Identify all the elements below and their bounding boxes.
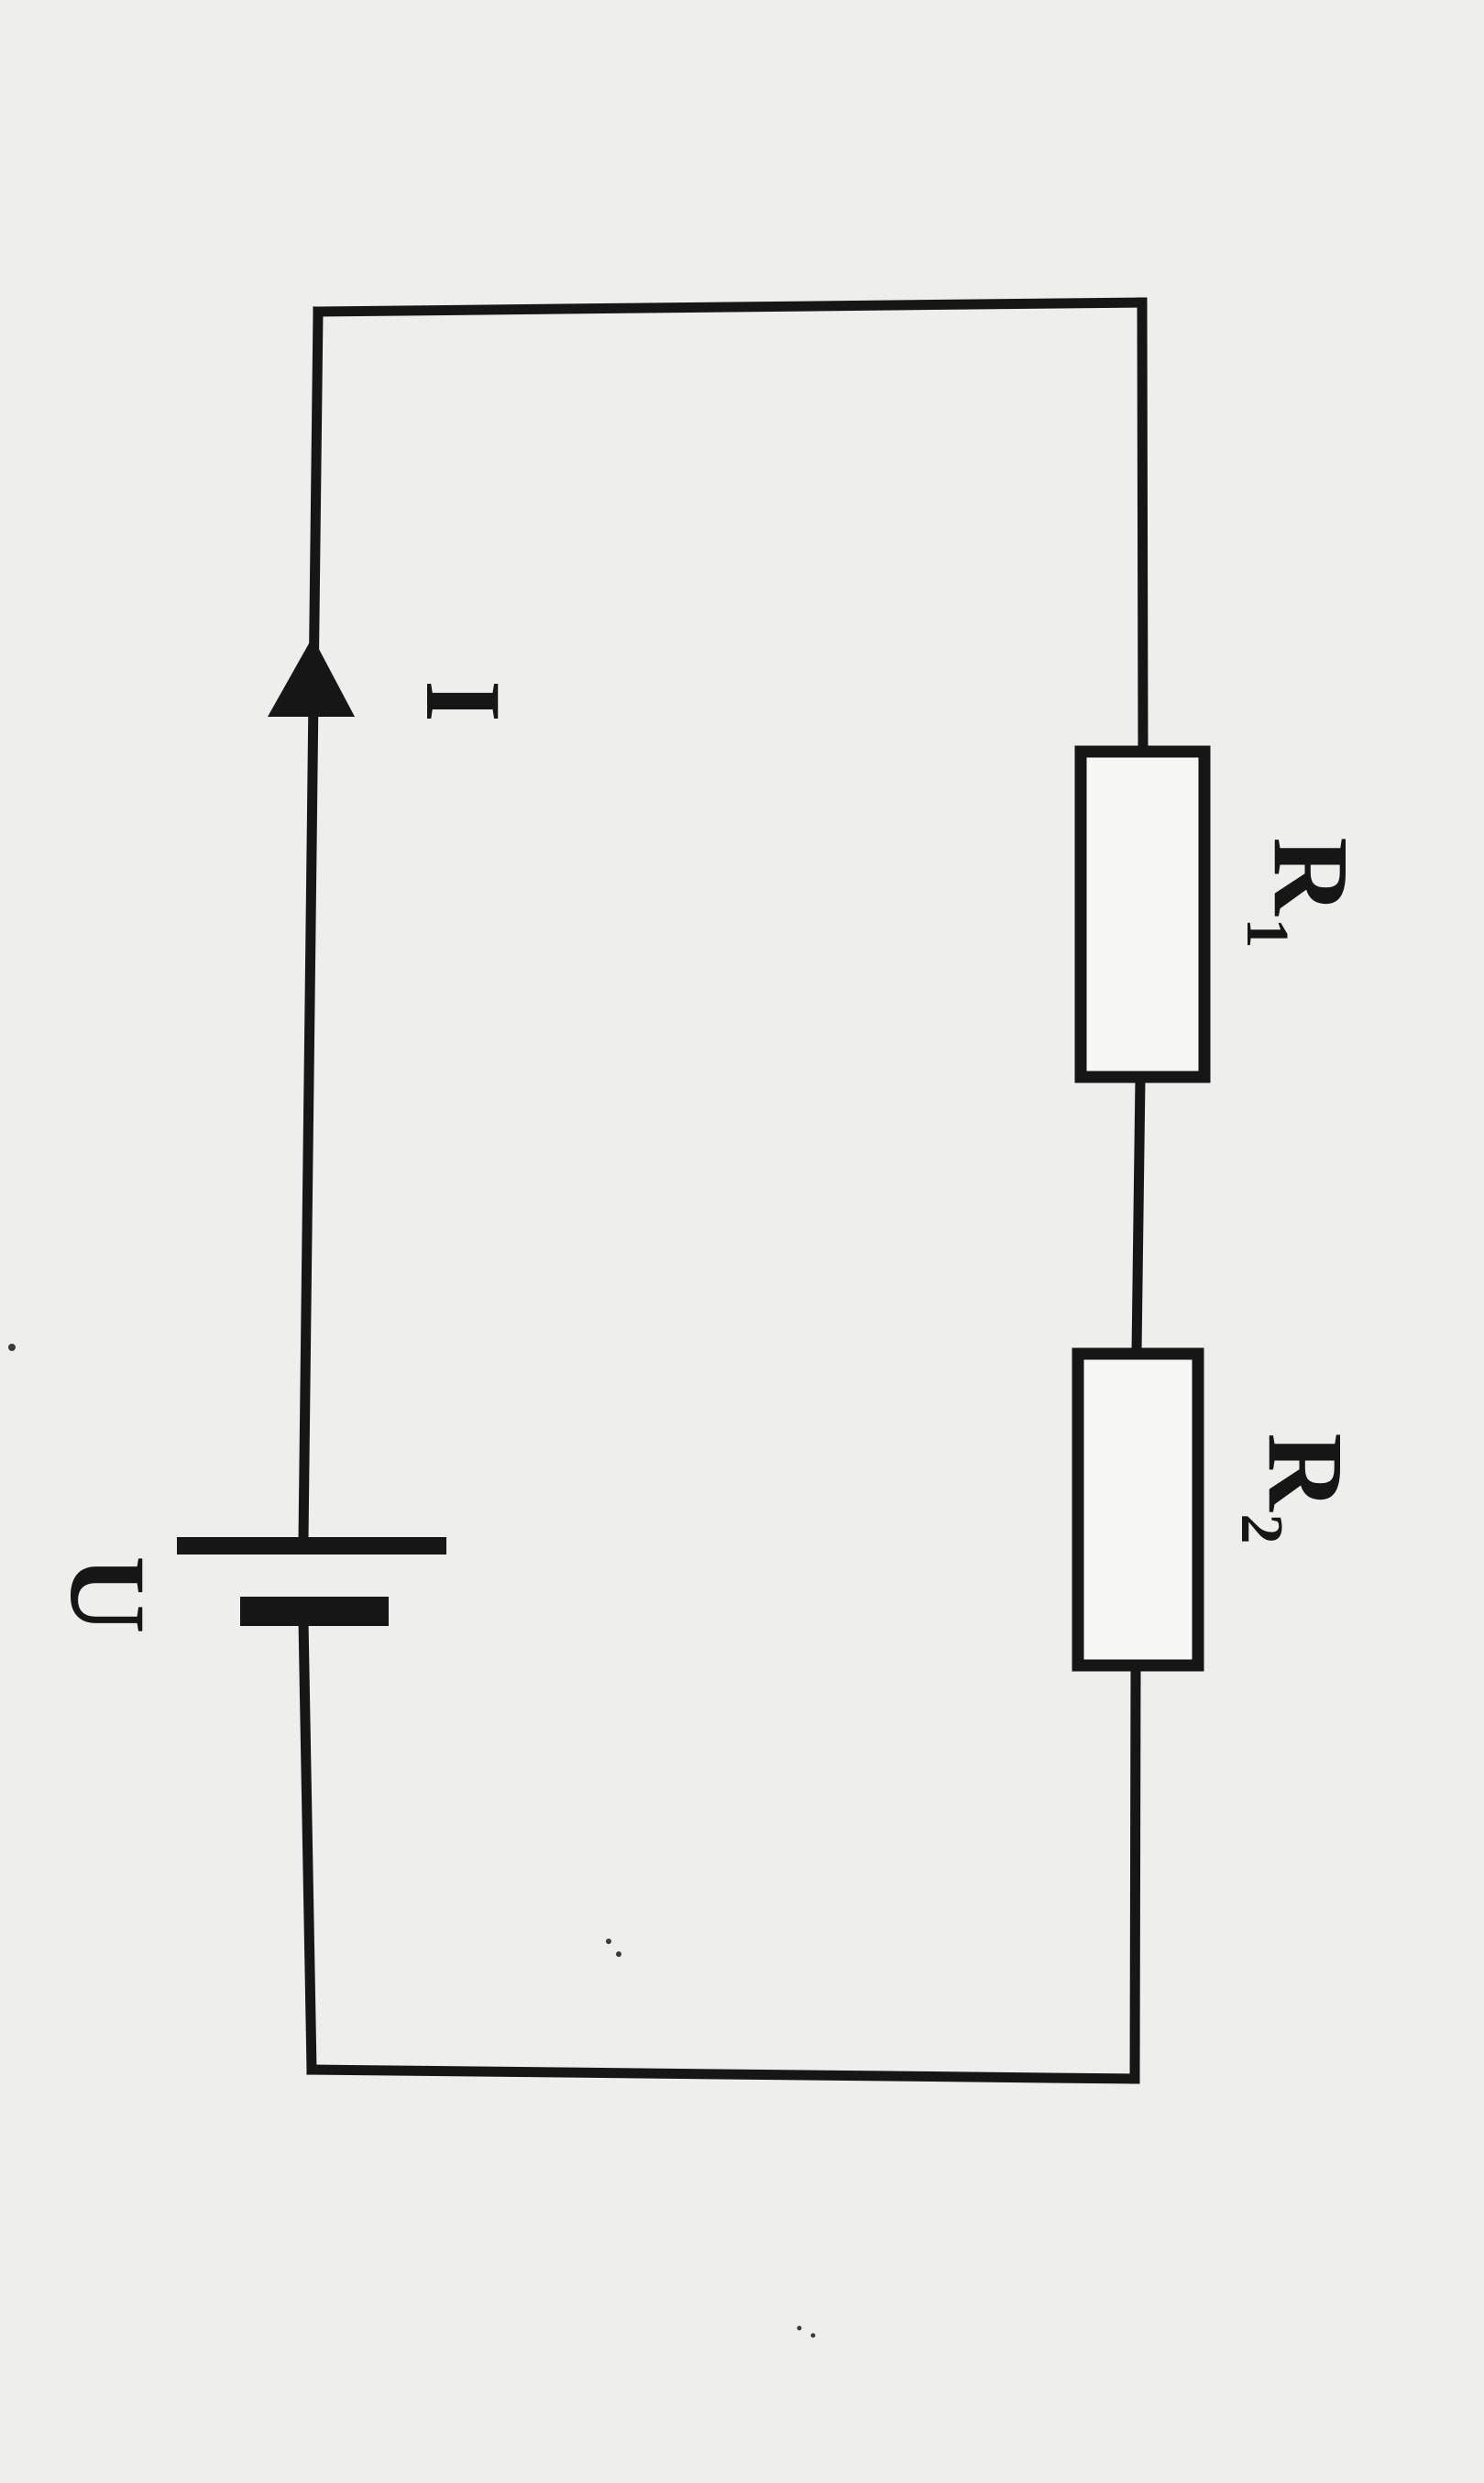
speck [606, 1939, 611, 1944]
r1-subscript: 1 [1234, 918, 1301, 949]
r2-subscript: 2 [1228, 1514, 1295, 1544]
r1-label: R 1 [1234, 837, 1371, 948]
r1-letter: R [1251, 837, 1371, 917]
battery-short-plate [240, 1597, 389, 1626]
left-wire-upper [298, 306, 324, 1545]
top-wire [313, 297, 1148, 317]
r2-label: R 2 [1228, 1433, 1366, 1544]
battery-long-plate [177, 1537, 446, 1555]
battery-symbol [177, 1537, 446, 1626]
right-wire-bottom [1129, 1661, 1141, 2084]
speck [797, 2325, 802, 2331]
bottom-wire [306, 2064, 1140, 2084]
right-wire-middle [1131, 1073, 1146, 1357]
left-wire-lower [298, 1615, 317, 2075]
resistor-r2 [1072, 1347, 1204, 1672]
current-label: I [403, 680, 523, 722]
speck [810, 2333, 816, 2338]
right-wire-top [1137, 297, 1149, 755]
voltage-label: U [48, 1555, 168, 1633]
resistor-r1 [1074, 745, 1211, 1083]
r2-letter: R [1246, 1433, 1366, 1512]
paper-specks [8, 1344, 816, 2338]
current-arrow-icon [268, 637, 355, 717]
circuit-wires [298, 297, 1149, 2084]
speck [616, 1951, 621, 1957]
speck [8, 1344, 16, 1351]
